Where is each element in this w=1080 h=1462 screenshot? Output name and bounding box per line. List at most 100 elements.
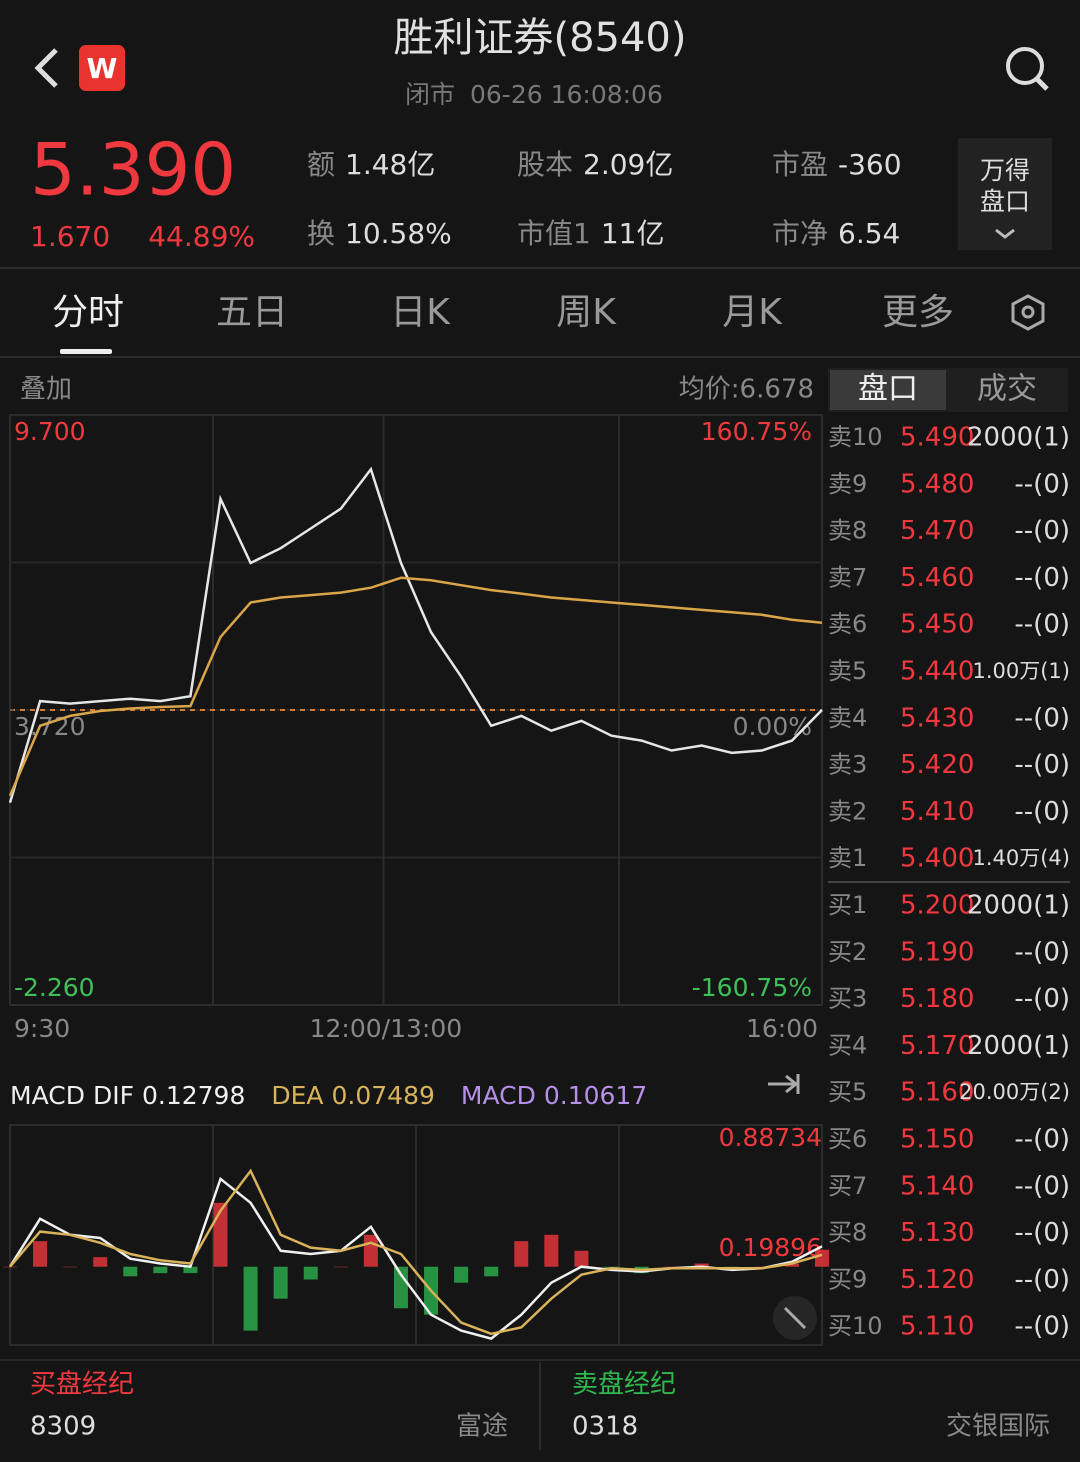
legend-value: 0.10617 bbox=[544, 1081, 647, 1110]
fullscreen-icon bbox=[783, 1306, 807, 1330]
book-level: 卖2 bbox=[828, 797, 867, 825]
book-price: 5.170 bbox=[900, 1031, 974, 1061]
stat-value: 10.58% bbox=[345, 217, 452, 250]
book-level: 卖5 bbox=[828, 657, 867, 685]
book-volume: 1.40万(4) bbox=[972, 846, 1070, 870]
tab[interactable]: 日K bbox=[390, 292, 451, 333]
y2-tick-label: 160.75% bbox=[701, 417, 812, 446]
book-price: 5.140 bbox=[900, 1171, 974, 1201]
book-volume: 2000(1) bbox=[967, 1031, 1070, 1061]
book-volume: --(0) bbox=[1014, 1171, 1070, 1201]
broker-title: 买盘经纪 bbox=[30, 1370, 134, 1400]
book-level: 买8 bbox=[828, 1219, 867, 1247]
price-change: 1.670 bbox=[30, 220, 110, 253]
histogram-bar bbox=[333, 1266, 348, 1268]
tab[interactable]: 五日 bbox=[216, 292, 288, 333]
book-toggle-active[interactable] bbox=[830, 370, 946, 410]
histogram-bar bbox=[363, 1234, 378, 1267]
histogram-bar bbox=[544, 1234, 559, 1267]
tab[interactable]: 周K bbox=[556, 292, 617, 333]
book-price: 5.490 bbox=[900, 423, 974, 453]
book-volume: --(0) bbox=[1014, 610, 1070, 640]
book-price: 5.130 bbox=[900, 1218, 974, 1248]
broker-code: 0318 bbox=[572, 1412, 638, 1442]
book-volume: --(0) bbox=[1014, 750, 1070, 780]
last-price: 5.390 bbox=[30, 128, 236, 212]
book-volume: 2000(1) bbox=[967, 423, 1070, 453]
book-tab[interactable]: 成交 bbox=[977, 372, 1037, 407]
histogram-bar bbox=[784, 1263, 799, 1267]
legend-value: 0.07489 bbox=[332, 1081, 435, 1110]
book-level: 买9 bbox=[828, 1265, 867, 1293]
overlay-button[interactable]: 叠加 bbox=[20, 375, 72, 405]
book-price: 5.180 bbox=[900, 984, 974, 1014]
book-price: 5.440 bbox=[900, 657, 974, 687]
book-volume: 1.00万(1) bbox=[972, 659, 1070, 683]
book-price: 5.160 bbox=[900, 1078, 974, 1108]
book-volume: --(0) bbox=[1014, 937, 1070, 967]
histogram-bar bbox=[514, 1241, 529, 1267]
stat-label: 市盈 bbox=[772, 148, 828, 181]
histogram-bar bbox=[815, 1249, 829, 1267]
histogram-bar bbox=[393, 1266, 408, 1309]
histogram-bar bbox=[303, 1266, 318, 1280]
stat-value: 2.09亿 bbox=[583, 148, 673, 181]
book-price: 5.430 bbox=[900, 703, 974, 733]
book-level: 买5 bbox=[828, 1078, 867, 1106]
book-level: 卖1 bbox=[828, 844, 867, 872]
stat-value: 11亿 bbox=[601, 217, 665, 250]
histogram-bar bbox=[33, 1241, 48, 1267]
stat-value: 1.48亿 bbox=[345, 148, 435, 181]
app-logo bbox=[79, 45, 125, 91]
y-tick-label: 0.88734 bbox=[719, 1123, 822, 1152]
y2-tick-label: 0.00% bbox=[733, 712, 812, 741]
depth-button-text: 盘口 bbox=[980, 187, 1030, 216]
book-volume: --(0) bbox=[1014, 516, 1070, 546]
settings-button[interactable] bbox=[1011, 294, 1045, 331]
y-tick-label: 0.19896 bbox=[719, 1233, 822, 1262]
book-volume: --(0) bbox=[1014, 1218, 1070, 1248]
legend-name: DEA bbox=[271, 1081, 323, 1110]
histogram-bar bbox=[183, 1266, 198, 1274]
tab-underline bbox=[60, 349, 112, 354]
x-tick-label: 12:00/13:00 bbox=[310, 1014, 463, 1043]
histogram-bar bbox=[273, 1266, 288, 1299]
book-price: 5.150 bbox=[900, 1125, 974, 1155]
book-tab[interactable]: 盘口 bbox=[858, 372, 918, 407]
depth-button-text: 万得 bbox=[980, 156, 1030, 185]
book-price: 5.460 bbox=[900, 563, 974, 593]
book-volume: 20.00万(2) bbox=[959, 1080, 1070, 1104]
book-level: 买6 bbox=[828, 1125, 867, 1153]
tab[interactable]: 月K bbox=[722, 292, 783, 333]
back-button[interactable] bbox=[34, 48, 58, 88]
book-volume: --(0) bbox=[1014, 984, 1070, 1014]
legend-name: MACD bbox=[461, 1081, 536, 1110]
book-level: 卖7 bbox=[828, 563, 867, 591]
book-volume: --(0) bbox=[1014, 1125, 1070, 1155]
book-volume: --(0) bbox=[1014, 797, 1070, 827]
tab[interactable]: 更多 bbox=[882, 292, 954, 333]
book-level: 卖8 bbox=[828, 517, 867, 545]
y-tick-label: 9.700 bbox=[14, 417, 86, 446]
search-handle bbox=[1035, 77, 1049, 91]
broker-name: 交银国际 bbox=[946, 1412, 1050, 1442]
search-button[interactable] bbox=[1006, 47, 1044, 85]
book-level: 买3 bbox=[828, 985, 867, 1013]
line bbox=[8, 466, 823, 804]
histogram-bar bbox=[754, 1266, 769, 1268]
book-level: 买1 bbox=[828, 891, 867, 919]
legend-title: MACD bbox=[10, 1081, 85, 1110]
depth-button[interactable] bbox=[958, 138, 1052, 250]
x-tick-label: 16:00 bbox=[746, 1014, 818, 1043]
tab[interactable]: 分时 bbox=[52, 292, 124, 333]
book-volume: --(0) bbox=[1014, 703, 1070, 733]
histogram-bar bbox=[3, 1266, 17, 1268]
book-level: 卖9 bbox=[828, 470, 867, 498]
histogram-bar bbox=[153, 1266, 168, 1274]
book-price: 5.450 bbox=[900, 610, 974, 640]
histogram-bar bbox=[243, 1266, 258, 1331]
book-level: 卖3 bbox=[828, 751, 867, 779]
